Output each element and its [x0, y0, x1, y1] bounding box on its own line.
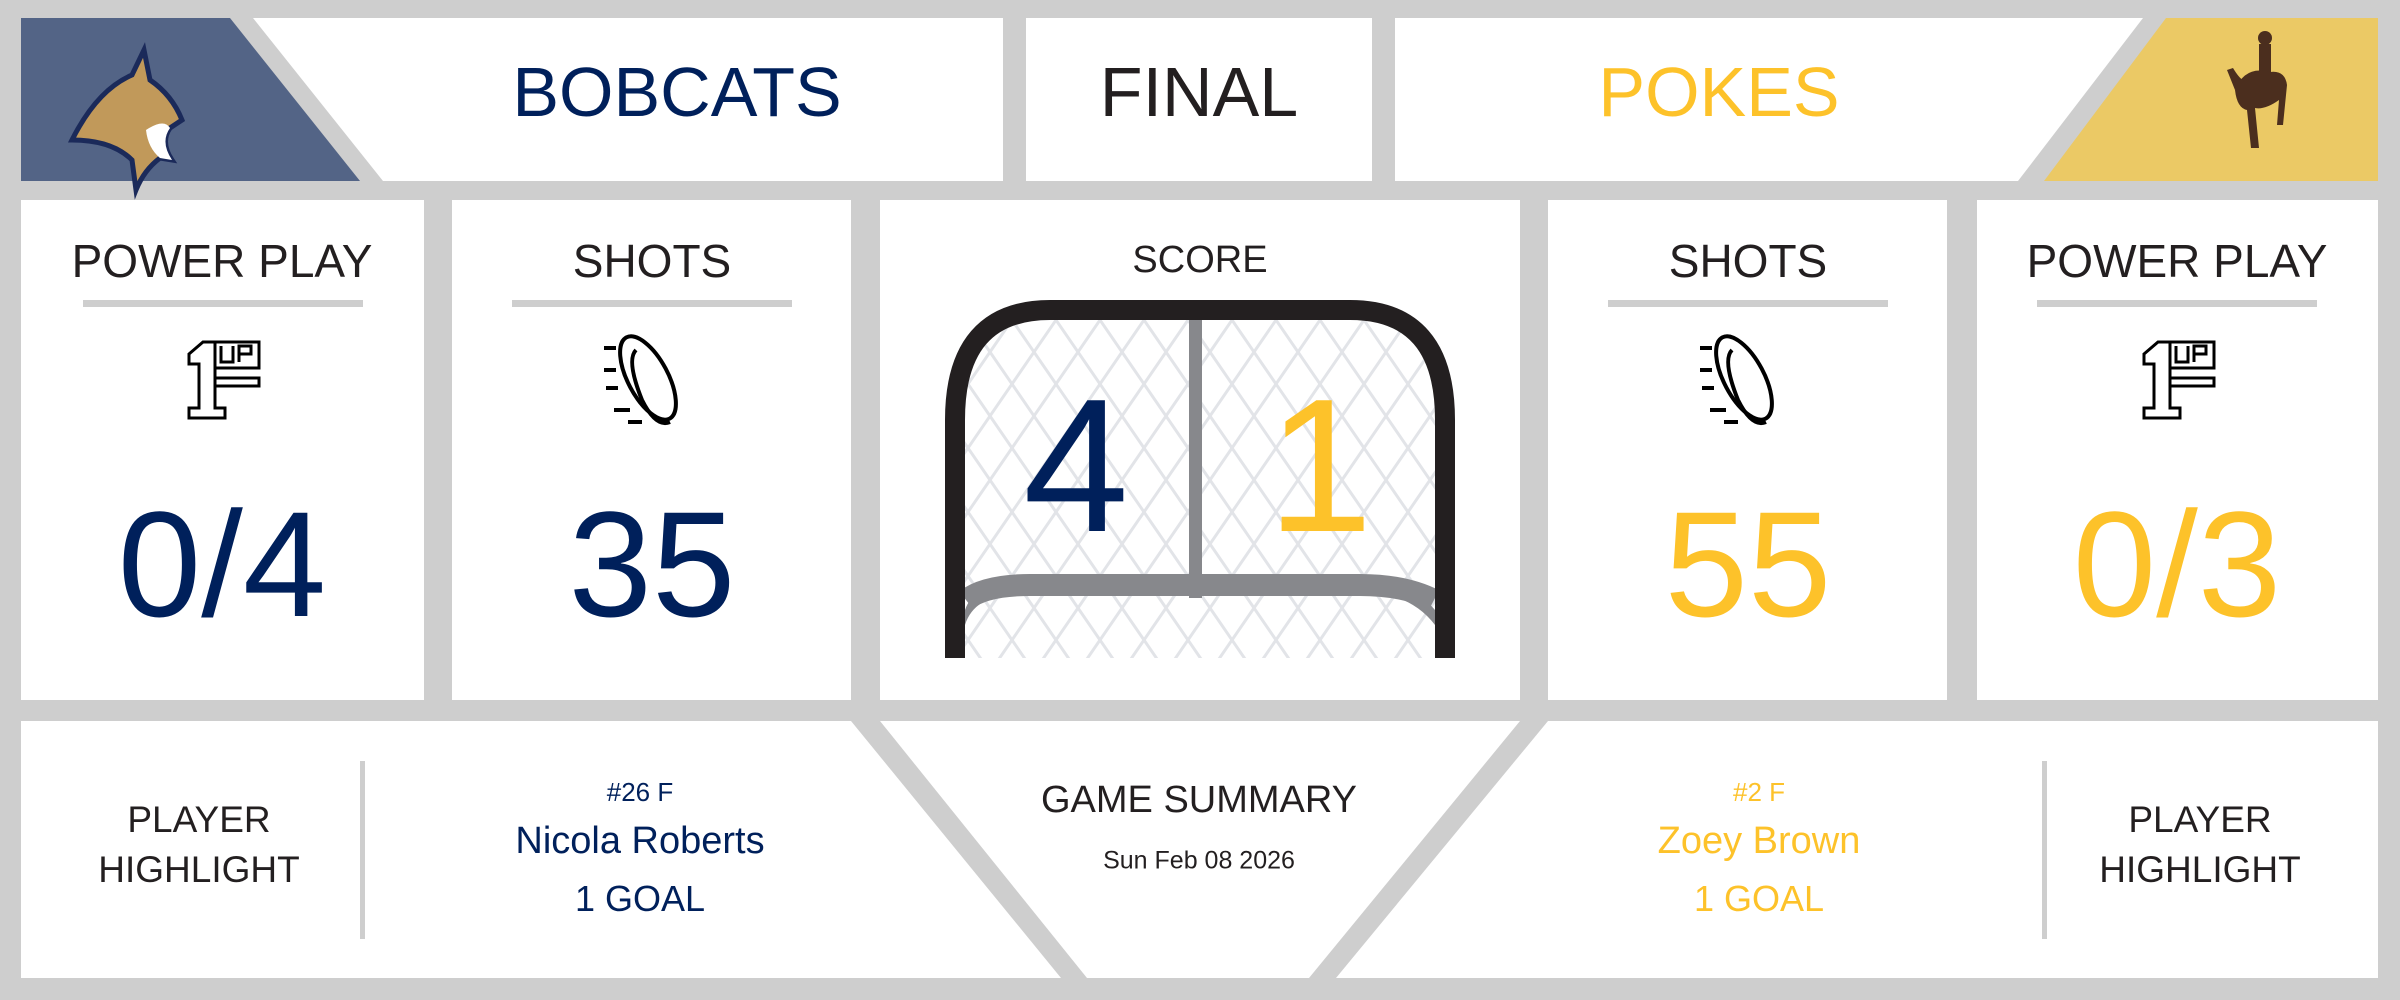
away-power-play-label: POWER PLAY: [2026, 235, 2328, 287]
away-player-highlight-label: PLAYER HIGHLIGHT: [2099, 795, 2300, 895]
home-highlight-panel: [21, 721, 1061, 978]
away-shots-panel: [1548, 200, 1947, 700]
away-team-name: POKES: [1598, 53, 1840, 131]
power-play-1up-icon: [2142, 340, 2216, 420]
divider: [360, 761, 365, 939]
away-shots-label: SHOTS: [1668, 235, 1828, 287]
score-label: SCORE: [1132, 239, 1268, 281]
game-date: Sun Feb 08 2026: [1103, 846, 1295, 875]
divider: [1608, 300, 1888, 307]
home-shots-label: SHOTS: [572, 235, 732, 287]
home-shots-panel: [452, 200, 851, 700]
bucking-horse-logo-icon: [2227, 31, 2287, 148]
home-score: 4: [1023, 360, 1129, 572]
home-shots-value: 35: [568, 480, 736, 648]
label-line: PLAYER: [127, 799, 271, 841]
away-player-name[interactable]: Zoey Brown: [1657, 820, 1861, 862]
home-player-name[interactable]: Nicola Roberts: [515, 820, 765, 862]
away-power-play-value: 0/3: [2072, 480, 2282, 648]
summary-panel: [880, 721, 1520, 978]
home-power-play-label: POWER PLAY: [71, 235, 373, 287]
away-highlight-panel: [1336, 721, 2378, 978]
divider: [512, 300, 792, 307]
power-play-1up-icon: [187, 340, 261, 420]
divider: [83, 300, 363, 307]
home-team-name: BOBCATS: [512, 53, 842, 131]
home-player-highlight-label: PLAYER HIGHLIGHT: [98, 795, 299, 895]
home-power-play-panel: [21, 200, 424, 700]
away-player-stat: 1 GOAL: [1693, 878, 1825, 919]
label-line: PLAYER: [2128, 799, 2272, 841]
label-line: HIGHLIGHT: [98, 849, 300, 890]
hockey-goal-icon: [945, 300, 1455, 658]
away-player-number: #2 F: [1732, 777, 1786, 807]
away-score: 1: [1267, 360, 1373, 572]
home-player-number: #26 F: [606, 777, 674, 807]
home-name-panel: [253, 18, 1003, 181]
bobcat-logo-icon: [67, 42, 186, 200]
divider: [2042, 761, 2047, 939]
status-panel: [1026, 18, 1372, 181]
label-line: HIGHLIGHT: [2099, 849, 2301, 890]
game-summary-label: GAME SUMMARY: [1040, 779, 1358, 821]
away-name-panel: [1395, 18, 2143, 181]
game-status: FINAL: [1099, 53, 1299, 131]
puck-icon: [604, 334, 678, 425]
home-power-play-value: 0/4: [117, 480, 327, 648]
home-player-stat: 1 GOAL: [574, 878, 706, 919]
divider: [2037, 300, 2317, 307]
puck-icon: [1700, 334, 1774, 425]
away-shots-value: 55: [1664, 480, 1832, 648]
away-power-play-panel: [1977, 200, 2378, 700]
away-logo-panel: [2044, 18, 2378, 181]
